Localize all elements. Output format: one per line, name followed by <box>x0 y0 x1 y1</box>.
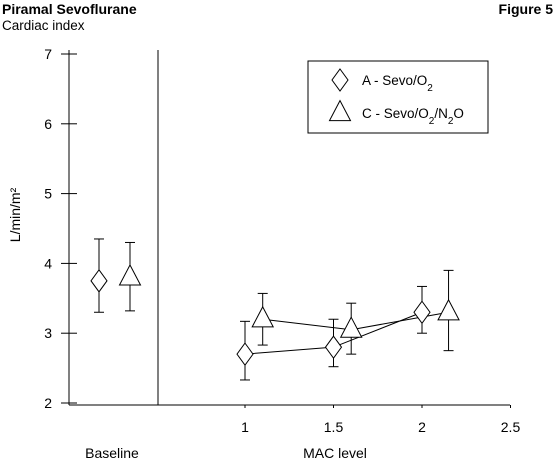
x-axis-label: MAC level <box>303 445 367 461</box>
x-axis-ticks: 1 1.5 2 2.5 <box>241 405 520 435</box>
data-markers <box>90 263 460 366</box>
y-tick-label: 3 <box>44 325 52 341</box>
chart-subtitle: Cardiac index <box>2 18 85 33</box>
y-axis-label: L/min/m² <box>7 187 23 242</box>
series-a-marker <box>324 335 343 360</box>
y-axis-ticks: 2 3 4 5 6 7 <box>44 46 77 411</box>
legend-label: C - Sevo/O2/N2O <box>362 106 464 127</box>
x-tick-label: 1.5 <box>324 419 344 435</box>
x-tick-label: 2 <box>418 419 426 435</box>
series-c-baseline-marker <box>118 263 142 286</box>
series-a-marker <box>236 342 254 366</box>
legend-box <box>307 60 489 134</box>
x-tick-label: 2.5 <box>501 419 521 435</box>
y-tick-label: 6 <box>44 116 52 132</box>
y-tick-label: 7 <box>44 46 52 62</box>
series-a-baseline-marker <box>90 268 108 293</box>
error-bars <box>94 238 454 381</box>
axes <box>68 50 510 406</box>
series-a-marker <box>413 300 431 325</box>
legend-label: A - Sevo/O2 <box>362 73 433 94</box>
legend-triangle-icon <box>328 99 352 122</box>
figure-label: Figure 5 <box>498 1 553 17</box>
y-tick-label: 5 <box>44 186 52 202</box>
legend: A - Sevo/O2 C - Sevo/O2/N2O <box>307 60 489 134</box>
baseline-label: Baseline <box>85 445 139 461</box>
series-c-marker <box>251 305 275 328</box>
legend-diamond-icon <box>331 68 349 92</box>
x-tick-label: 1 <box>241 419 249 435</box>
chart-title: Piramal Sevoflurane <box>2 1 137 17</box>
series-c-marker <box>339 316 363 338</box>
y-tick-label: 2 <box>44 395 52 411</box>
series-c-marker <box>437 298 460 321</box>
y-tick-label: 4 <box>44 255 52 271</box>
